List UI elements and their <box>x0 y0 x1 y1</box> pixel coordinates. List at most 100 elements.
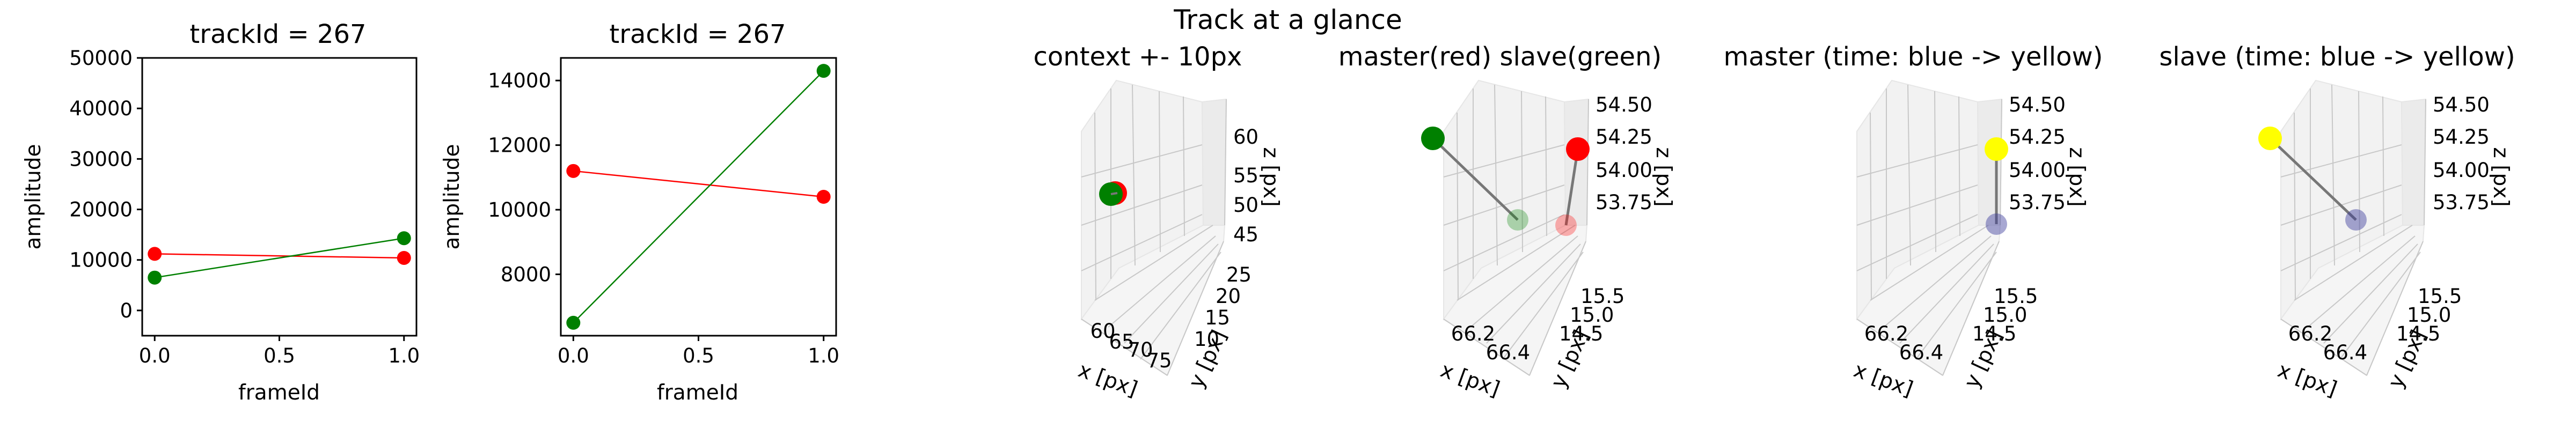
y-axis-edge <box>2366 241 2424 376</box>
y-tick-label: 10 <box>1194 328 1219 351</box>
early-point <box>2345 209 2367 231</box>
side-pane <box>1201 98 1227 226</box>
x-tick-label: 0.5 <box>683 344 714 367</box>
y-tick-label: 15.5 <box>1994 285 2038 308</box>
x-axis-label: x [px] <box>1850 358 1916 402</box>
x-tick-label: 60 <box>1090 320 1115 343</box>
series-line <box>573 70 824 323</box>
data-point <box>816 64 831 78</box>
grid-line <box>2280 144 2402 177</box>
z-axis-edge <box>2000 99 2002 226</box>
y-axis-edge <box>1942 241 2000 376</box>
grid-line <box>2307 235 2416 328</box>
grid-line <box>2339 252 2421 360</box>
side-pane <box>1977 98 2003 226</box>
y-tick-label: 30000 <box>69 147 133 171</box>
grid-line <box>1545 96 1547 236</box>
y-tick-label: 0 <box>120 299 133 322</box>
z-tick-label: 53.75 <box>2433 191 2490 214</box>
grid-line <box>2323 243 2418 344</box>
chart-title: context +- 10px <box>1034 42 1242 72</box>
x-tick-label: 66.4 <box>1899 341 1943 364</box>
series-line <box>155 237 404 278</box>
y-tick-label: 15.0 <box>2407 304 2451 327</box>
track-line <box>2269 137 2357 221</box>
grid-line <box>1443 214 1565 271</box>
z-axis-label: z [px] <box>2489 147 2513 206</box>
z-tick-label: 53.75 <box>1596 191 1652 214</box>
grid-line <box>1521 91 1523 253</box>
y-tick-label: 25 <box>1226 263 1252 286</box>
grid-line <box>1883 235 1992 328</box>
z-axis-label: z [px] <box>2065 147 2089 206</box>
y-axis-edge <box>1529 241 1586 376</box>
grid-line <box>1934 91 1936 253</box>
data-point <box>397 231 411 246</box>
master-slave-3d-plot: master(red) slave(green) 66.266.4x [px] 14… <box>1338 42 1675 402</box>
data-point <box>397 250 411 265</box>
y-axis-label: amplitude <box>440 144 464 249</box>
z-tick-label: 54.50 <box>2433 93 2490 116</box>
grid-line <box>2358 91 2360 253</box>
chart-title: slave (time: blue -> yellow) <box>2159 42 2515 72</box>
side-pane <box>2401 98 2427 226</box>
x-axis-edge <box>1081 319 1168 376</box>
z-tick-label: 54.00 <box>2433 159 2490 182</box>
x-axis-edge <box>1443 319 1530 376</box>
x-tick-label: 1.0 <box>808 344 839 367</box>
figure-suptitle: Track at a glance <box>1173 4 1402 35</box>
grid-line <box>1094 112 1096 301</box>
master-time-3d-plot: master (time: blue -> yellow) 66.266.4x [… <box>1724 42 2103 402</box>
x-tick-label: 0.5 <box>264 344 295 367</box>
data-point <box>148 270 162 285</box>
data-point <box>566 164 581 178</box>
x-axis-label: x [px] <box>1437 358 1503 402</box>
x-axis-label: frameId <box>657 381 738 405</box>
amplitude-chart-zoomed: trackId = 267 0.0 0.5 1.0 8000 10000 12000 140… <box>440 19 839 405</box>
grid-line <box>1443 144 1565 177</box>
z-axis-edge <box>1586 99 1589 226</box>
grid-line <box>2280 214 2402 271</box>
z-tick-label: 54.00 <box>1596 159 1652 182</box>
chart-title: master(red) slave(green) <box>1338 42 1662 72</box>
grid-line <box>1457 112 1459 301</box>
z-tick-label: 54.50 <box>1596 93 1652 116</box>
z-axis-label: z [px] <box>1651 147 1675 206</box>
z-tick-label: 54.25 <box>1596 125 1652 149</box>
grid-line <box>1856 214 1978 271</box>
plot-frame <box>141 57 418 337</box>
z-axis-label: z [px] <box>1258 147 1283 206</box>
y-axis-label: y [px] <box>2383 327 2431 392</box>
late-point <box>1985 137 2008 161</box>
track-line <box>1110 192 1118 195</box>
x-axis-label: frameId <box>238 381 320 405</box>
z-tick-label: 50 <box>1233 194 1258 217</box>
series-group <box>148 231 411 285</box>
x-axis-edge <box>1856 319 1943 376</box>
slave-end-point <box>1507 209 1528 231</box>
grid-line <box>1140 252 1221 360</box>
x-tick-label: 0.0 <box>558 344 589 367</box>
grid-line <box>1124 243 1219 344</box>
y-axis-label: amplitude <box>21 144 46 249</box>
x-tick-label: 0.0 <box>139 344 171 367</box>
data-point <box>566 315 581 330</box>
grid-line <box>1856 184 1978 226</box>
grid-line <box>1907 84 1911 266</box>
grid-line <box>1132 84 1136 266</box>
grid-line <box>2294 112 2296 301</box>
z-tick-label: 53.75 <box>2009 191 2066 214</box>
z-tick-label: 60 <box>1233 125 1258 149</box>
y-axis-label: y [px] <box>1184 327 1232 392</box>
series-group <box>566 64 831 330</box>
slave-start-point <box>1421 127 1445 150</box>
grid-line <box>1457 225 1576 301</box>
grid-line <box>1486 243 1581 344</box>
track-line <box>1432 137 1519 221</box>
grid-line <box>1870 225 1989 301</box>
tick-group: 0.0 0.5 1.0 0 10000 20000 30000 40000 50000 <box>69 47 420 367</box>
grid-line <box>2331 84 2335 266</box>
y-tick-label: 15 <box>1205 306 1230 329</box>
z-tick-label: 54.00 <box>2009 159 2066 182</box>
